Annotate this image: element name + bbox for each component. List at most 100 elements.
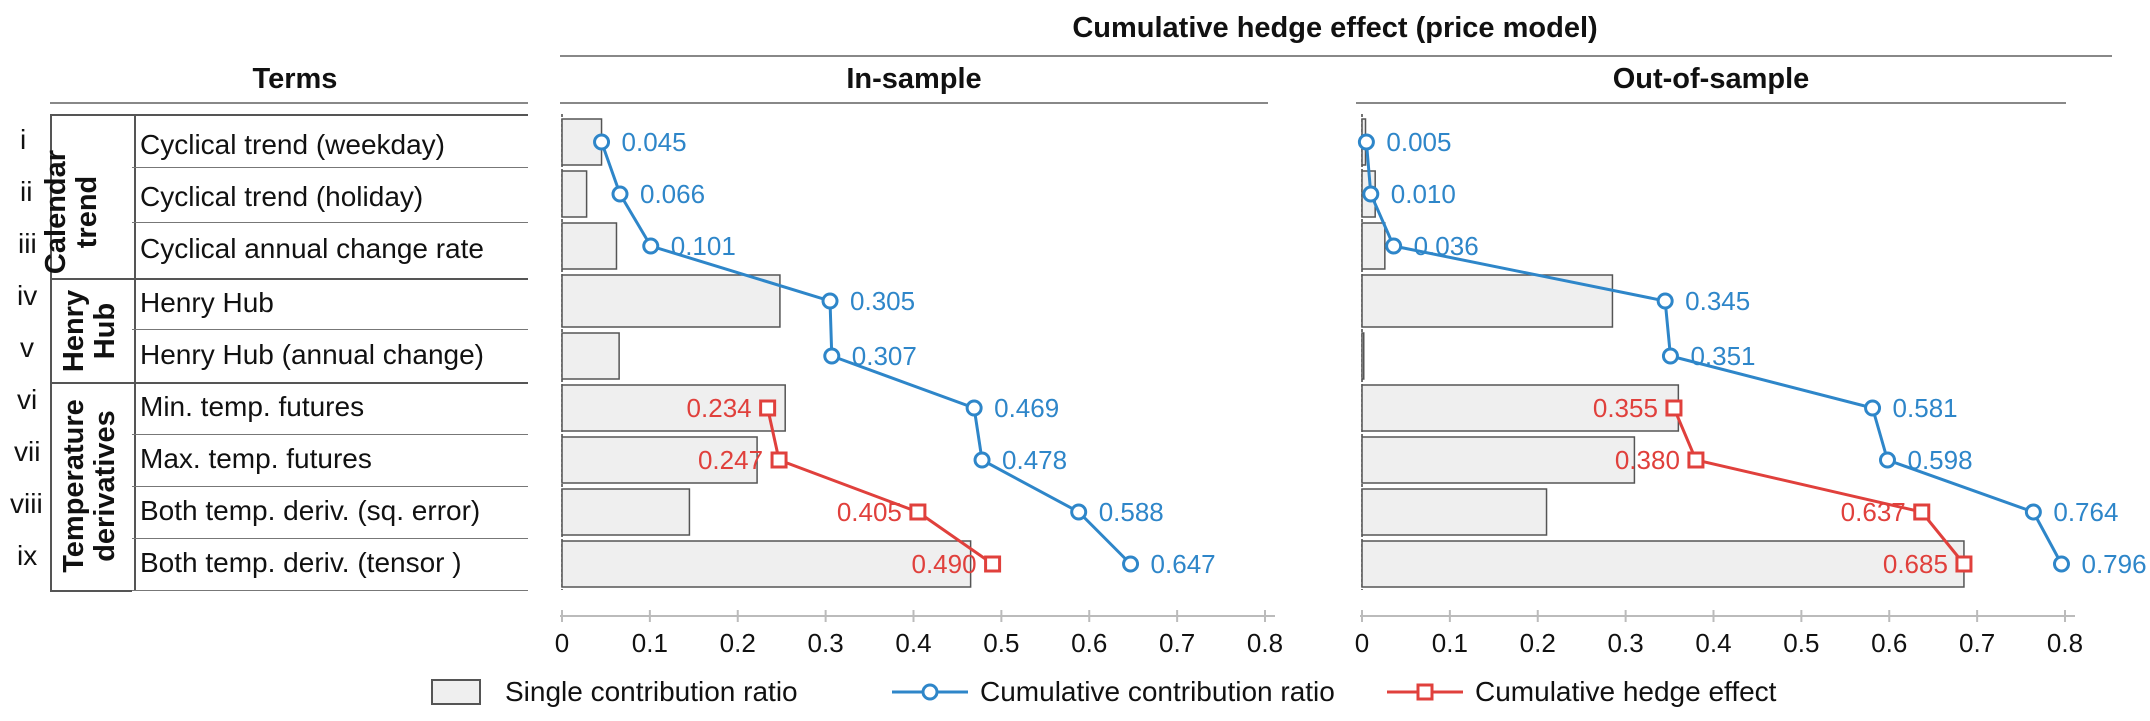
cumulative-contribution-point — [1357, 133, 1375, 151]
cumulative-hedge-label: 0.685 — [1883, 549, 1948, 579]
single-contribution-bar — [1361, 332, 1365, 380]
cumulative-contribution-point — [642, 237, 660, 255]
row-numeral: iii — [18, 228, 37, 259]
legend-cumulative-swatch — [892, 683, 968, 701]
cumulative-contribution-point — [2024, 503, 2042, 521]
row-label: Cyclical trend (holiday) — [140, 181, 424, 212]
legend-cumulative-marker — [921, 683, 939, 701]
row-label: Cyclical trend (weekday) — [140, 129, 445, 160]
group-divider — [50, 382, 528, 384]
cumulative-hedge-label: 0.380 — [1615, 445, 1680, 475]
cumulative-contribution-label: 0.469 — [994, 393, 1059, 423]
in-sample-header-underline — [560, 102, 1268, 104]
x-tick-label: 0.6 — [1071, 628, 1107, 658]
row-numeral: vi — [17, 384, 38, 415]
cumulative-contribution-point — [1878, 451, 1896, 469]
x-tick-label: 0.4 — [1695, 628, 1731, 658]
cumulative-contribution-label: 0.796 — [2081, 549, 2146, 579]
legend: Single contribution ratio Cumulative con… — [0, 670, 2150, 721]
cumulative-contribution-label: 0.010 — [1391, 179, 1456, 209]
x-tick-label: 0.7 — [1159, 628, 1195, 658]
single-contribution-bar — [561, 540, 972, 588]
x-tick-label: 0.3 — [808, 628, 844, 658]
single-contribution-bar — [1361, 222, 1386, 270]
cumulative-contribution-label: 0.351 — [1690, 341, 1755, 371]
legend-hedge-swatch — [1387, 683, 1463, 701]
single-contribution-bar — [1361, 384, 1680, 432]
row-divider — [132, 486, 528, 487]
legend-bar-swatch — [431, 679, 481, 705]
x-tick-label: 0.2 — [1520, 628, 1556, 658]
single-contribution-bar — [561, 222, 618, 270]
x-tick-label: 0.8 — [2047, 628, 2083, 658]
single-contribution-bar — [561, 436, 758, 484]
cumulative-contribution-point — [823, 347, 841, 365]
row-numeral: ii — [20, 176, 33, 207]
legend-hedge-label: Cumulative hedge effect — [1475, 676, 1777, 707]
row-numeral: vii — [14, 436, 41, 467]
row-divider — [132, 222, 528, 223]
cumulative-contribution-point — [1362, 185, 1380, 203]
out-sample-header-underline — [1356, 102, 2066, 104]
cumulative-contribution-label: 0.101 — [671, 231, 736, 261]
x-tick-label: 0.4 — [895, 628, 931, 658]
cumulative-hedge-point — [1955, 555, 1973, 573]
row-label: Min. temp. futures — [140, 391, 365, 422]
row-divider — [132, 434, 528, 435]
in-sample-header: In-sample — [846, 63, 982, 95]
out-sample-panel: 0 0.1 0.2 0.3 0.4 0.5 0.6 0.7 0.8 0.005 0.010 0.036… — [1355, 114, 2147, 658]
cumulative-hedge-label: 0.355 — [1593, 393, 1658, 423]
cumulative-hedge-point — [1665, 399, 1683, 417]
single-contribution-bar — [1361, 540, 1965, 588]
cumulative-hedge-point — [1687, 451, 1705, 469]
row-numeral: v — [20, 332, 34, 363]
cumulative-contribution-label: 0.588 — [1099, 497, 1164, 527]
cumulative-hedge-label: 0.637 — [1841, 497, 1906, 527]
single-contribution-bar — [1361, 436, 1636, 484]
cumulative-contribution-point — [965, 399, 983, 417]
x-tick-label: 0.5 — [983, 628, 1019, 658]
cumulative-contribution-point — [821, 292, 839, 310]
cumulative-contribution-point — [1070, 503, 1088, 521]
group-column-border — [50, 114, 136, 590]
single-contribution-bar — [1361, 274, 1614, 328]
cumulative-hedge-line — [1672, 407, 1966, 565]
cumulative-contribution-point — [1864, 399, 1882, 417]
x-tick-label: 0 — [1355, 628, 1369, 658]
cumulative-contribution-label: 0.066 — [640, 179, 705, 209]
cumulative-hedge-point — [770, 451, 788, 469]
x-tick-label: 0 — [555, 628, 569, 658]
group-divider — [50, 590, 132, 592]
cumulative-contribution-label: 0.005 — [1386, 127, 1451, 157]
row-label: Max. temp. futures — [140, 443, 372, 474]
cumulative-contribution-label: 0.478 — [1002, 445, 1067, 475]
cumulative-contribution-point — [593, 133, 611, 151]
row-label: Both temp. deriv. (sq. error) — [140, 495, 481, 526]
cumulative-hedge-label: 0.405 — [837, 497, 902, 527]
cumulative-contribution-point — [2052, 555, 2070, 573]
group-divider — [50, 114, 528, 116]
x-tick-label: 0.3 — [1608, 628, 1644, 658]
terms-table: i ii iii iv v vi vii viii ix Calendar tr… — [0, 0, 560, 721]
group-divider — [50, 278, 528, 280]
cumulative-hedge-line — [766, 407, 994, 566]
row-numeral: iv — [17, 280, 38, 311]
cumulative-hedge-point — [1913, 503, 1931, 521]
single-contribution-bar — [561, 274, 781, 328]
row-numeral: viii — [10, 488, 43, 519]
cumulative-contribution-label: 0.305 — [850, 286, 915, 316]
single-contribution-bar — [561, 384, 786, 432]
main-title: Cumulative hedge effect (price model) — [1072, 12, 1598, 44]
cumulative-contribution-label: 0.581 — [1893, 393, 1958, 423]
cumulative-hedge-point — [984, 555, 1002, 573]
row-label: Henry Hub — [140, 287, 274, 318]
cumulative-hedge-point — [909, 503, 927, 521]
legend-bar-swatch-rect — [431, 679, 481, 705]
row-label: Henry Hub (annual change) — [140, 339, 484, 370]
cumulative-contribution-point — [611, 185, 629, 203]
legend-single-label: Single contribution ratio — [505, 676, 798, 707]
cumulative-contribution-label: 0.647 — [1151, 549, 1216, 579]
cumulative-hedge-label: 0.247 — [698, 445, 763, 475]
cumulative-contribution-label: 0.307 — [852, 341, 917, 371]
cumulative-contribution-point — [1661, 347, 1679, 365]
